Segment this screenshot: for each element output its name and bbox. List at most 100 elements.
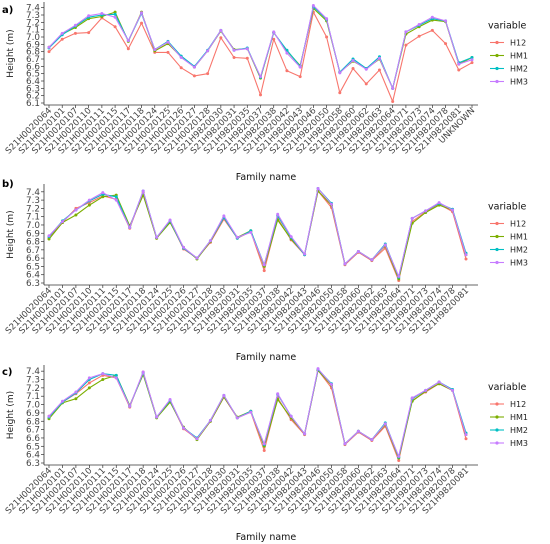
series-line-hm2 <box>48 368 467 458</box>
data-point <box>289 414 293 418</box>
y-tick-label: 6.3 <box>26 84 40 94</box>
data-point <box>245 56 249 60</box>
y-tick-label: 6.1 <box>26 99 40 109</box>
series-line-hm1 <box>48 190 467 280</box>
data-point <box>272 37 276 41</box>
data-point <box>272 30 276 34</box>
legend-key-point <box>495 234 499 239</box>
data-point <box>329 202 333 206</box>
y-axis-title: Height (m) <box>6 29 16 77</box>
data-point <box>47 237 51 241</box>
data-point <box>303 252 307 256</box>
data-point <box>73 23 77 27</box>
panel-tag: a) <box>2 5 13 16</box>
data-point <box>316 186 320 190</box>
panel-tag: c) <box>2 367 13 378</box>
legend-title: variable <box>488 21 526 32</box>
data-point <box>155 415 159 419</box>
series-line-hm3 <box>48 187 467 277</box>
legend-key-point <box>495 441 499 445</box>
y-tick-label: 6.4 <box>26 77 40 87</box>
data-point <box>114 376 118 380</box>
y-tick-label: 6.9 <box>26 229 40 239</box>
y-tick-label: 6.2 <box>26 92 40 102</box>
y-tick-label: 6.4 <box>26 271 40 281</box>
data-point <box>168 398 172 402</box>
series-line-hm3 <box>48 368 467 457</box>
data-point <box>128 404 132 408</box>
x-axis-title: Family name <box>236 532 297 543</box>
data-point <box>47 45 51 49</box>
data-point <box>262 269 266 273</box>
data-point <box>206 49 210 53</box>
data-point <box>451 208 455 212</box>
data-point <box>47 414 51 418</box>
series-line-h12 <box>48 11 473 103</box>
y-tick-label: 7.1 <box>26 392 40 402</box>
data-point <box>87 14 91 18</box>
data-point <box>60 220 64 224</box>
data-point <box>182 426 186 430</box>
y-tick-label: 7.0 <box>26 221 40 231</box>
legend-label: HM2 <box>510 65 528 74</box>
data-point <box>74 208 78 212</box>
data-point <box>303 432 307 436</box>
y-tick-label: 6.8 <box>26 48 40 58</box>
data-point <box>87 203 91 207</box>
y-tick-label: 6.5 <box>26 442 40 452</box>
data-point <box>343 262 347 266</box>
data-point <box>262 442 266 446</box>
data-point <box>397 274 401 278</box>
legend-label: H12 <box>510 400 526 409</box>
data-point <box>140 11 144 15</box>
data-point <box>126 47 130 51</box>
data-point <box>128 225 132 229</box>
y-tick-label: 6.3 <box>26 279 40 289</box>
data-point <box>101 372 105 376</box>
y-tick-label: 7.2 <box>26 204 40 214</box>
data-point <box>351 58 355 62</box>
y-tick-label: 7.2 <box>26 384 40 394</box>
data-point <box>113 12 117 16</box>
data-point <box>101 195 105 199</box>
data-point <box>249 410 253 414</box>
legend-key-point <box>495 247 499 252</box>
data-point <box>141 189 145 193</box>
data-point <box>114 198 118 202</box>
y-tick-label: 6.3 <box>26 459 40 469</box>
y-axis-title: Height (m) <box>6 391 16 439</box>
data-point <box>464 253 468 257</box>
y-tick-label: 7.2 <box>26 18 40 28</box>
data-point <box>168 218 172 222</box>
data-point <box>141 370 145 374</box>
data-point <box>87 381 91 385</box>
legend-label: HM3 <box>510 259 528 268</box>
y-tick-label: 6.5 <box>26 262 40 272</box>
data-point <box>195 256 199 260</box>
data-point <box>338 71 342 75</box>
data-point <box>457 68 461 72</box>
data-point <box>410 216 414 220</box>
data-point <box>259 75 262 79</box>
legend-label: HM3 <box>510 78 528 87</box>
y-tick-label: 6.4 <box>26 451 40 461</box>
data-point <box>74 213 78 217</box>
y-tick-label: 6.8 <box>26 417 40 427</box>
data-point <box>464 437 468 441</box>
data-point <box>444 19 448 23</box>
data-point <box>311 3 315 7</box>
data-point <box>47 234 51 238</box>
data-point <box>430 28 434 32</box>
data-point <box>351 67 355 71</box>
data-point <box>338 91 342 95</box>
data-point <box>73 31 77 35</box>
data-point <box>60 37 64 41</box>
data-point <box>470 58 474 62</box>
data-point <box>444 42 448 46</box>
data-point <box>155 235 159 239</box>
data-point <box>87 386 91 390</box>
data-point <box>276 392 280 396</box>
data-point <box>470 56 474 60</box>
legend-key-point <box>495 66 499 71</box>
